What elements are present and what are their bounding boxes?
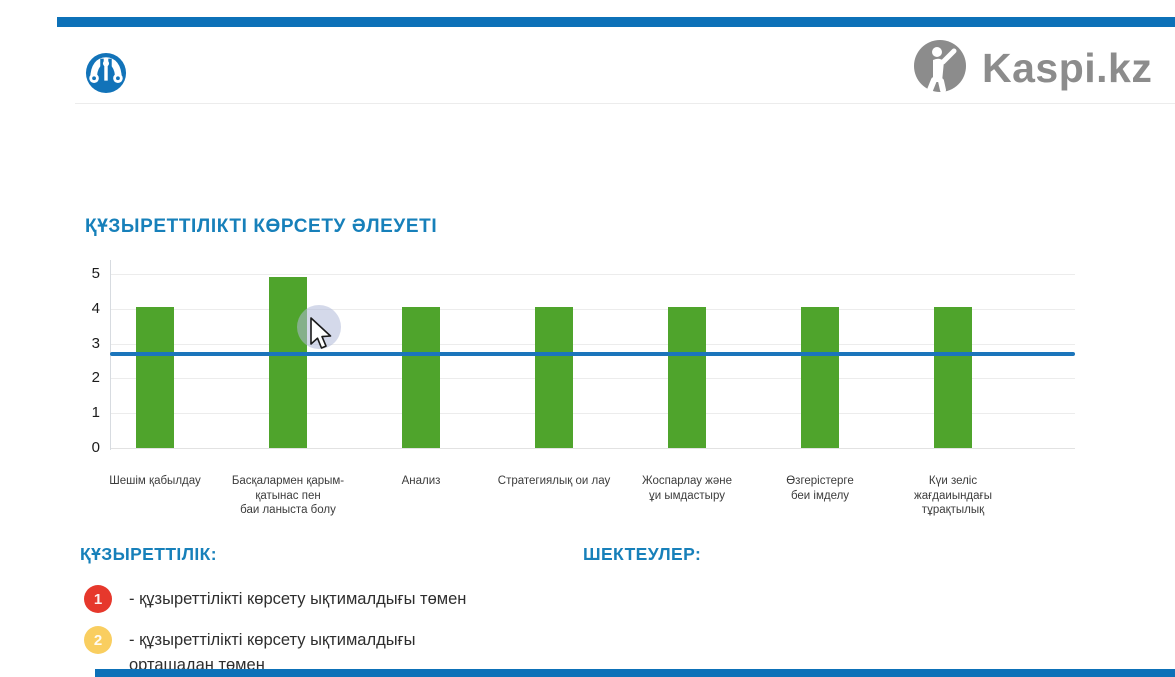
x-category-label-line: ұи ымдастыру	[649, 489, 725, 502]
y-tick-label: 4	[91, 299, 100, 317]
x-category-label-line: баи ланыста болу	[240, 504, 336, 516]
x-category-label-line: Стратегиялық ои лау	[497, 475, 611, 487]
x-category-label-line: Күи зеліс	[928, 475, 978, 487]
x-category-label: Жоспарлау және ұи ымдастыру	[609, 474, 765, 503]
kaspi-bank-ornament-icon	[85, 52, 127, 94]
x-category-label-line: тұрақтылық	[921, 504, 985, 516]
x-category-label-line: Өзгерістерге	[786, 475, 854, 487]
x-category-label-line: беи імделу	[790, 489, 850, 502]
x-category-label-line: Анализ	[401, 475, 441, 487]
y-tick-label: 0	[91, 439, 100, 456]
competency-heading: ҚҰЗЫРЕТТІЛІК:	[80, 544, 217, 564]
gridline-5	[110, 274, 1075, 275]
y-tick-label: 2	[91, 369, 100, 387]
legend-badge-2: 2	[84, 626, 112, 654]
bar-6[interactable]	[801, 307, 839, 448]
gridline-0	[110, 448, 1075, 449]
legend: 1 - құзыреттілікті көрсету ықтималдығы тө…	[84, 585, 604, 677]
legend-item-1: 1 - құзыреттілікті көрсету ықтималдығы тө…	[84, 585, 604, 613]
x-category-label: Шешім қабылдау	[77, 474, 233, 489]
y-tick-label: 3	[91, 334, 100, 352]
x-category-label-line: жағдаиындағы	[914, 489, 992, 502]
x-category-label-line: қатынас пен	[255, 489, 321, 502]
brand-text: Kaspi.kz	[982, 45, 1153, 91]
legend-badge-1: 1	[84, 585, 112, 613]
top-accent-bar	[57, 17, 1175, 27]
x-category-label-line: Жоспарлау және	[641, 475, 733, 487]
gridline-3	[110, 343, 1075, 345]
x-category-label-line: Шешім қабылдау	[109, 475, 201, 487]
threshold-line	[110, 352, 1075, 357]
bar-5[interactable]	[668, 307, 706, 448]
limitations-heading: ШЕКТЕУЛЕР:	[583, 544, 702, 564]
chart-title: ҚҰЗЫРЕТТІЛІКТІ КӨРСЕТУ ӘЛЕУЕТІ	[85, 216, 438, 237]
mouse-cursor-icon	[308, 316, 332, 357]
y-tick-label: 1	[91, 404, 100, 422]
gridline-4	[110, 308, 1075, 310]
bar-1[interactable]	[136, 307, 174, 448]
bottom-accent-bar	[95, 669, 1175, 677]
x-category-label: Басқалармен қарым-қатынас пен баи ланыста…	[210, 474, 366, 518]
header-divider	[75, 103, 1175, 104]
x-category-label-line: Басқалармен қарым-	[231, 475, 345, 487]
legend-text-line: - құзыреттілікті көрсету ықтималдығы	[129, 631, 416, 649]
x-category-label: Күи зеліс жағдаиындағы тұрақтылық	[875, 474, 1031, 518]
legend-text-line: - құзыреттілікті көрсету ықтималдығы төм…	[129, 590, 467, 608]
legend-item-text: - құзыреттілікті көрсету ықтималдығы төм…	[129, 585, 466, 612]
y-tick-label: 5	[91, 265, 100, 282]
kaspi-kz-logo: Kaspi.kz	[914, 40, 1152, 97]
bar-4[interactable]	[535, 307, 573, 448]
kaspi-person-icon	[914, 40, 966, 97]
gridline-2	[110, 378, 1075, 380]
gridline-1	[110, 413, 1075, 415]
bar-2[interactable]	[269, 277, 307, 448]
x-category-label: Өзгерістерге беи імделу	[742, 474, 898, 503]
x-category-label: Анализ	[343, 474, 499, 489]
x-category-label: Стратегиялық ои лау	[476, 474, 632, 489]
bar-3[interactable]	[402, 307, 440, 448]
bar-7[interactable]	[934, 307, 972, 448]
